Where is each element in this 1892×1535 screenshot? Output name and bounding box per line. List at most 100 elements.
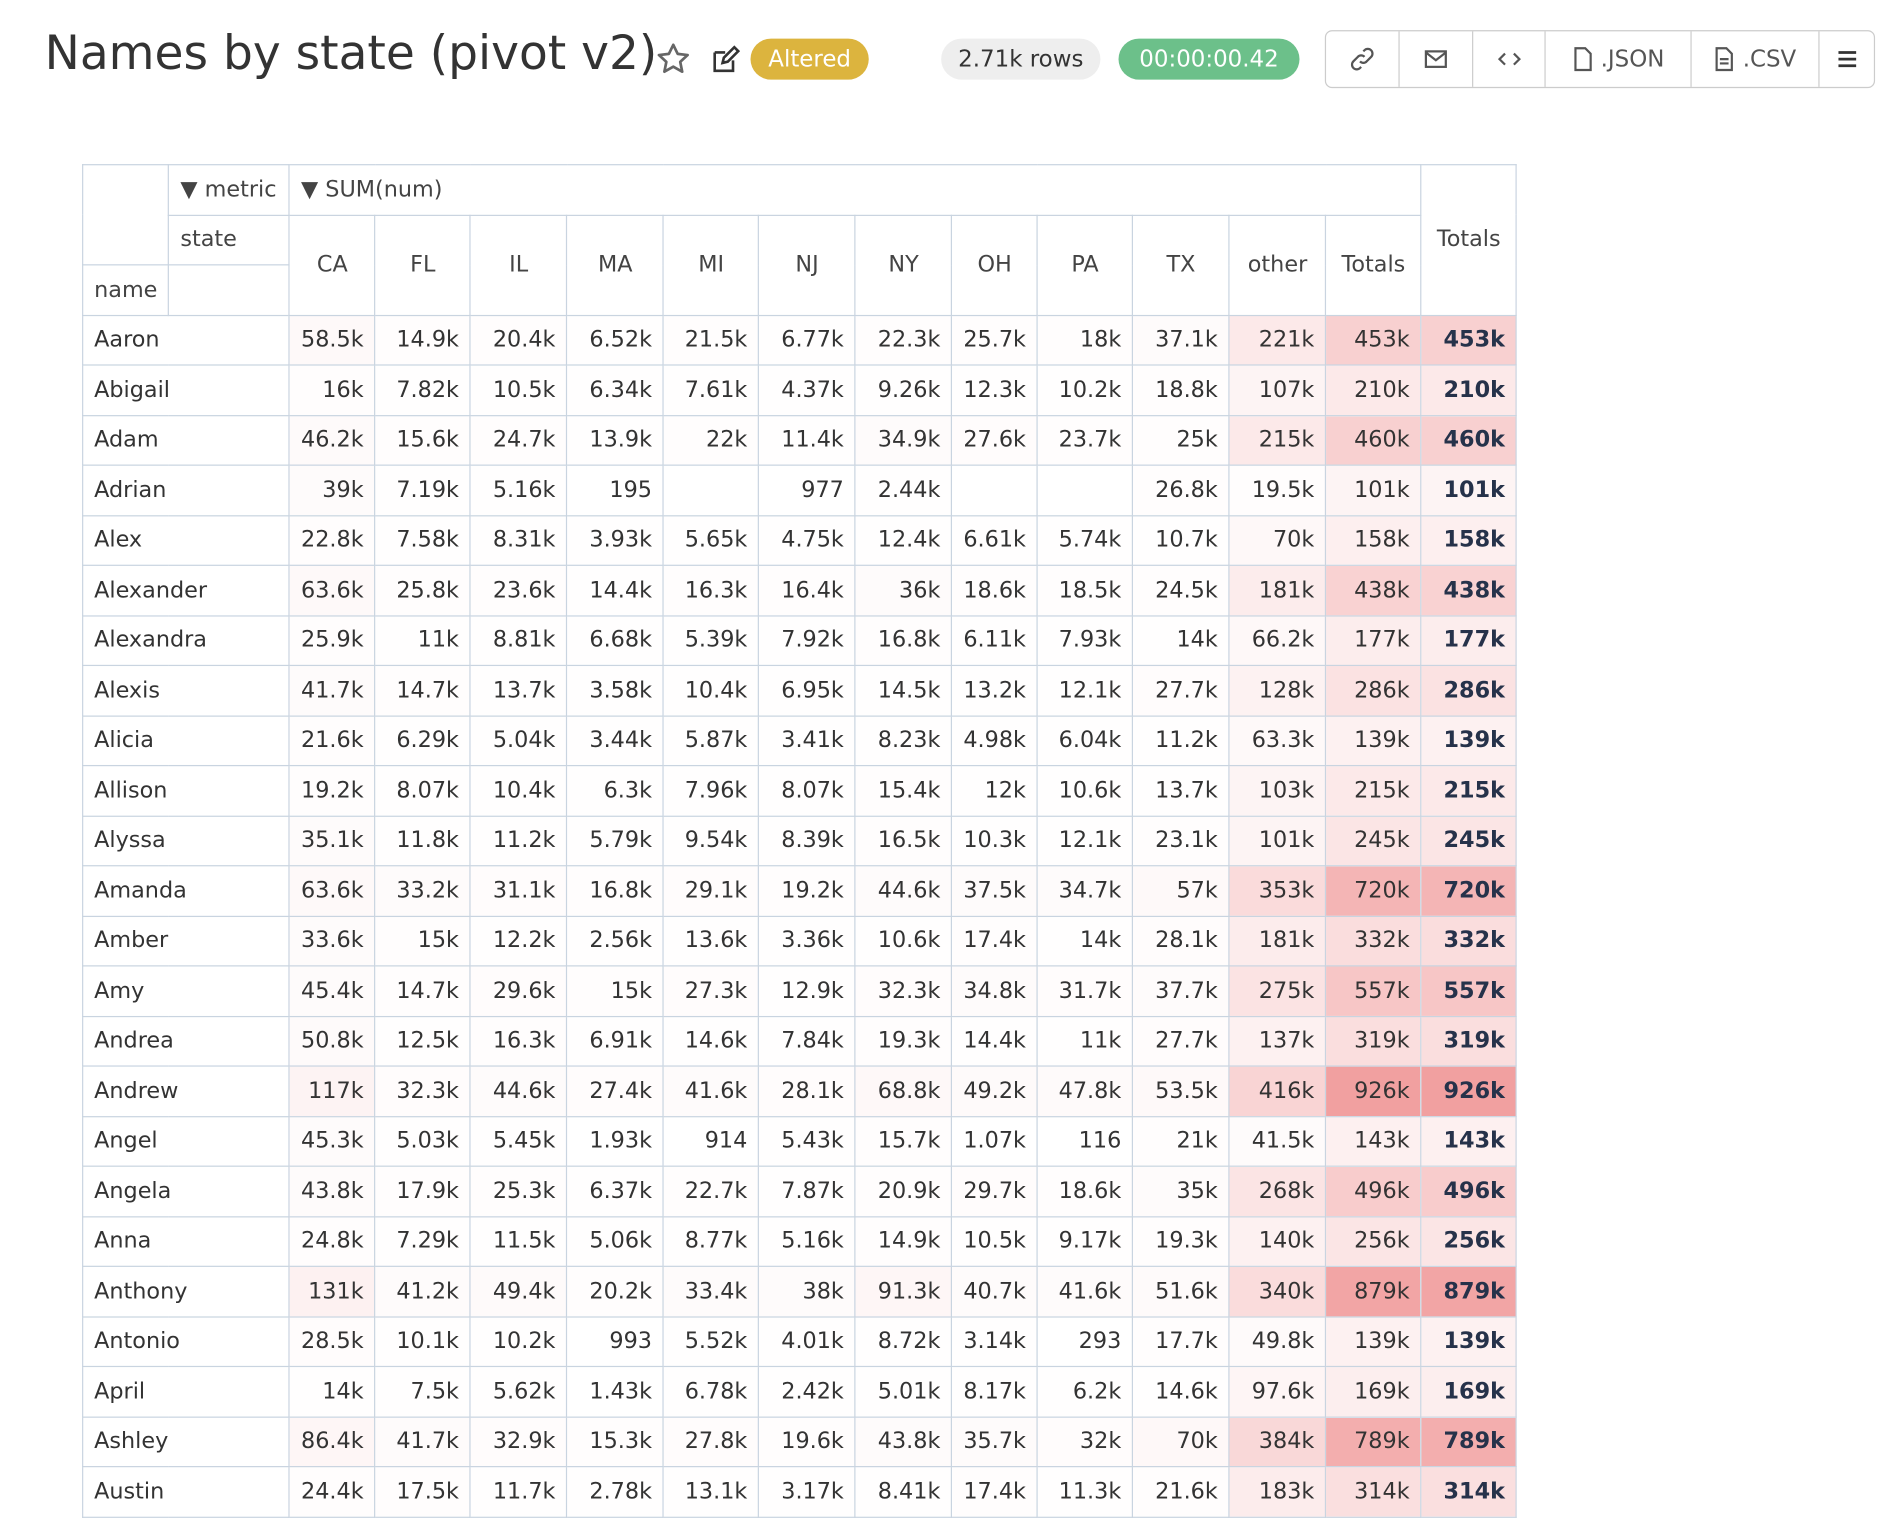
value-cell: 101k — [1228, 815, 1327, 867]
value-cell: 14k — [1036, 915, 1134, 967]
row-name: Angel — [82, 1115, 291, 1167]
value-cell: 17.4k — [951, 1466, 1039, 1518]
value-cell: 128k — [1228, 664, 1327, 717]
value-cell: 319k — [1325, 1015, 1422, 1067]
value-cell: 18.6k — [951, 564, 1039, 616]
csv-button[interactable]: .CSV — [1692, 31, 1820, 87]
value-cell: 33.2k — [374, 865, 472, 917]
value-cell: 6.2k — [1036, 1365, 1134, 1418]
link-button[interactable] — [1326, 31, 1400, 87]
row-total: 557k — [1420, 965, 1518, 1017]
value-cell — [951, 464, 1039, 516]
value-cell: 10.5k — [469, 364, 568, 416]
table-row: Alyssa 35.1k 11.8k 11.2k 5.79k 9.54k 8.39k 16.5… — [82, 815, 1518, 867]
value-cell: 6.91k — [566, 1015, 665, 1067]
value-cell: 16.8k — [566, 865, 665, 917]
row-total: 926k — [1420, 1065, 1518, 1117]
value-cell: 10.7k — [1132, 514, 1230, 566]
value-cell: 19.2k — [288, 764, 376, 817]
value-cell: 17.9k — [374, 1165, 472, 1217]
value-cell: 49.4k — [469, 1265, 568, 1317]
json-button[interactable]: .JSON — [1546, 31, 1692, 87]
edit-icon[interactable] — [709, 45, 741, 76]
value-cell: 720k — [1325, 865, 1422, 917]
row-total: 256k — [1420, 1215, 1518, 1267]
row-total: 789k — [1420, 1415, 1518, 1468]
value-cell: 15k — [374, 915, 472, 967]
value-cell: 22.3k — [854, 314, 953, 366]
row-name: Antonio — [82, 1315, 291, 1368]
embed-button[interactable] — [1473, 31, 1546, 87]
row-total: 139k — [1420, 1315, 1518, 1368]
value-cell: 9.26k — [854, 364, 953, 416]
value-cell: 4.98k — [951, 714, 1039, 767]
value-cell: 11.2k — [1132, 714, 1230, 767]
value-cell: 66.2k — [1228, 614, 1327, 667]
value-cell: 169k — [1325, 1365, 1422, 1418]
column-header: OH — [951, 214, 1039, 316]
value-cell: 19.6k — [758, 1415, 856, 1468]
row-total: 139k — [1420, 714, 1518, 767]
value-cell: 8.31k — [469, 514, 568, 566]
value-cell: 20.2k — [566, 1265, 665, 1317]
value-cell: 3.58k — [566, 664, 665, 717]
value-cell: 332k — [1325, 915, 1422, 967]
value-cell: 496k — [1325, 1165, 1422, 1217]
value-cell: 5.04k — [469, 714, 568, 767]
value-cell: 460k — [1325, 414, 1422, 466]
value-cell: 293 — [1036, 1315, 1134, 1368]
row-name: Anna — [82, 1215, 291, 1267]
value-cell: 15k — [566, 965, 665, 1017]
value-cell: 21k — [1132, 1115, 1230, 1167]
value-cell: 32k — [1036, 1415, 1134, 1468]
table-row: Anna 24.8k 7.29k 11.5k 5.06k 8.77k 5.16k 14.9k 1… — [82, 1215, 1518, 1267]
value-cell: 14.6k — [1132, 1365, 1230, 1418]
table-row: Amy 45.4k 14.7k 29.6k 15k 27.3k 12.9k 32.3k 34.8… — [82, 965, 1518, 1017]
value-cell: 10.2k — [469, 1315, 568, 1368]
value-cell: 3.36k — [758, 915, 856, 967]
value-cell: 45.3k — [288, 1115, 376, 1167]
table-row: Andrew 117k 32.3k 44.6k 27.4k 41.6k 28.1k 68.8k… — [82, 1065, 1518, 1117]
value-cell: 49.8k — [1228, 1315, 1327, 1368]
value-cell: 35.1k — [288, 815, 376, 867]
value-cell: 27.7k — [1132, 1015, 1230, 1067]
value-cell: 10.6k — [854, 915, 953, 967]
value-cell: 6.11k — [951, 614, 1039, 667]
value-cell: 10.6k — [1036, 764, 1134, 817]
value-cell: 14.4k — [951, 1015, 1039, 1067]
value-cell: 116 — [1036, 1115, 1134, 1167]
value-cell: 11.8k — [374, 815, 472, 867]
value-cell: 9.54k — [662, 815, 760, 867]
button-label: .CSV — [1742, 45, 1797, 73]
value-cell: 5.01k — [854, 1365, 953, 1418]
value-cell: 70k — [1228, 514, 1327, 566]
value-cell: 29.6k — [469, 965, 568, 1017]
value-cell: 6.3k — [566, 764, 665, 817]
table-row: Amanda 63.6k 33.2k 31.1k 16.8k 29.1k 19.2k 44.6… — [82, 865, 1518, 917]
email-button[interactable] — [1400, 31, 1474, 87]
value-cell: 34.7k — [1036, 865, 1134, 917]
row-name: Alexander — [82, 564, 291, 616]
value-cell: 31.7k — [1036, 965, 1134, 1017]
value-cell: 143k — [1325, 1115, 1422, 1167]
value-cell: 16.3k — [469, 1015, 568, 1067]
value-cell: 22.8k — [288, 514, 376, 566]
value-cell: 41.2k — [374, 1265, 472, 1317]
table-row: Alicia 21.6k 6.29k 5.04k 3.44k 5.87k 3.41k 8.23… — [82, 714, 1518, 767]
value-cell: 5.06k — [566, 1215, 665, 1267]
value-cell: 45.4k — [288, 965, 376, 1017]
menu-button[interactable] — [1820, 31, 1874, 87]
value-cell: 14.7k — [374, 965, 472, 1017]
value-cell: 1.93k — [566, 1115, 665, 1167]
value-cell: 14.9k — [374, 314, 472, 366]
value-cell: 245k — [1325, 815, 1422, 867]
row-total: 496k — [1420, 1165, 1518, 1217]
favorite-star[interactable] — [655, 41, 691, 77]
value-cell: 6.37k — [566, 1165, 665, 1217]
table-row: Alex 22.8k 7.58k 8.31k 3.93k 5.65k 4.75k 12.4k 6… — [82, 514, 1518, 566]
value-cell: 181k — [1228, 564, 1327, 616]
value-cell: 27.7k — [1132, 664, 1230, 717]
value-cell: 12.1k — [1036, 664, 1134, 717]
status-badge: Altered — [750, 38, 869, 80]
value-cell: 268k — [1228, 1165, 1327, 1217]
